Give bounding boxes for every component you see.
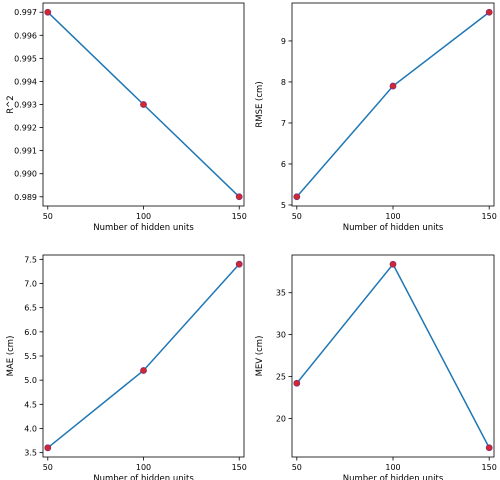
series-line xyxy=(296,11,490,198)
x-tick-label: 50 xyxy=(43,212,53,221)
plot-frame xyxy=(291,2,495,207)
y-tick-label: 0.997 xyxy=(14,8,37,17)
x-axis-label: Number of hidden units xyxy=(93,223,194,233)
y-tick-label: 4.0 xyxy=(24,424,37,433)
x-tick-label: 100 xyxy=(385,463,400,472)
data-point xyxy=(140,367,147,374)
x-tick-label: 100 xyxy=(385,212,400,221)
x-tick-label: 150 xyxy=(232,212,247,221)
y-tick-label: 20 xyxy=(276,414,286,423)
y-tick-label: 7 xyxy=(281,119,286,128)
y-tick-label: 5 xyxy=(281,201,286,210)
y-tick-label: 35 xyxy=(276,289,286,298)
data-point xyxy=(235,193,243,201)
y-tick-label: 5.5 xyxy=(24,352,37,361)
x-axis-label: Number of hidden units xyxy=(93,474,194,480)
y-tick-label: 0.993 xyxy=(14,101,37,110)
x-tick-label: 50 xyxy=(43,463,53,472)
y-tick-label: 7.0 xyxy=(24,280,37,289)
x-axis-label: Number of hidden units xyxy=(343,474,444,480)
data-point xyxy=(235,260,243,268)
y-tick-label: 7.5 xyxy=(24,255,37,264)
x-axis-label: Number of hidden units xyxy=(343,223,444,233)
y-tick-label: 25 xyxy=(276,373,286,382)
y-axis-label: RMSE (cm) xyxy=(255,81,265,127)
y-tick-label: 0.994 xyxy=(14,77,37,86)
series-line xyxy=(296,262,490,449)
series-line xyxy=(47,263,240,449)
x-tick-label: 50 xyxy=(292,463,302,472)
y-axis-label: MAE (cm) xyxy=(6,336,16,377)
chart-panel-4: 50 100 150 20 25 30 35 Number of hidden units ME… xyxy=(255,254,497,480)
y-tick-label: 30 xyxy=(276,331,286,340)
chart-panel-3: 50 100 150 3.5 4.0 4.5 5.0 5.5 6.0 6.5 7.0 7.5 Numbe… xyxy=(6,254,247,480)
y-tick-label: 0.992 xyxy=(14,124,37,133)
x-tick-label: 50 xyxy=(292,212,302,221)
data-point xyxy=(485,444,493,452)
y-tick-label: 6.0 xyxy=(24,328,37,337)
y-tick-label: 6 xyxy=(281,160,286,169)
data-point xyxy=(293,379,301,387)
y-tick-label: 3.5 xyxy=(24,449,37,458)
data-point xyxy=(44,444,52,452)
y-tick-label: 0.991 xyxy=(14,147,37,156)
y-axis-label: R^2 xyxy=(6,95,16,113)
y-axis-label: MEV (cm) xyxy=(255,336,265,377)
x-tick-label: 150 xyxy=(232,463,247,472)
data-point xyxy=(293,193,301,201)
data-point xyxy=(389,260,397,268)
x-tick-label: 150 xyxy=(482,463,497,472)
data-point xyxy=(485,8,493,16)
x-tick-label: 100 xyxy=(136,212,151,221)
data-point xyxy=(140,101,147,108)
x-tick-label: 150 xyxy=(482,212,497,221)
y-tick-label: 0.996 xyxy=(14,31,37,40)
y-tick-label: 5.0 xyxy=(24,376,37,385)
y-tick-label: 0.995 xyxy=(14,54,37,63)
y-tick-label: 0.990 xyxy=(14,170,37,179)
chart-panel-1: 50 100 150 0.989 0.990 0.991 0.992 0.993 0.994 0.… xyxy=(6,2,247,233)
x-tick-label: 100 xyxy=(136,463,151,472)
data-point xyxy=(44,8,52,16)
plot-frame xyxy=(291,254,495,458)
y-tick-label: 9 xyxy=(281,37,286,46)
chart-panel-2: 50 100 150 5 6 7 8 9 Number of hidden units RMSE … xyxy=(255,2,497,233)
y-tick-label: 6.5 xyxy=(24,304,37,313)
y-tick-label: 0.989 xyxy=(14,193,37,202)
data-point xyxy=(389,82,397,90)
y-tick-label: 8 xyxy=(281,78,286,87)
y-tick-label: 4.5 xyxy=(24,400,37,409)
